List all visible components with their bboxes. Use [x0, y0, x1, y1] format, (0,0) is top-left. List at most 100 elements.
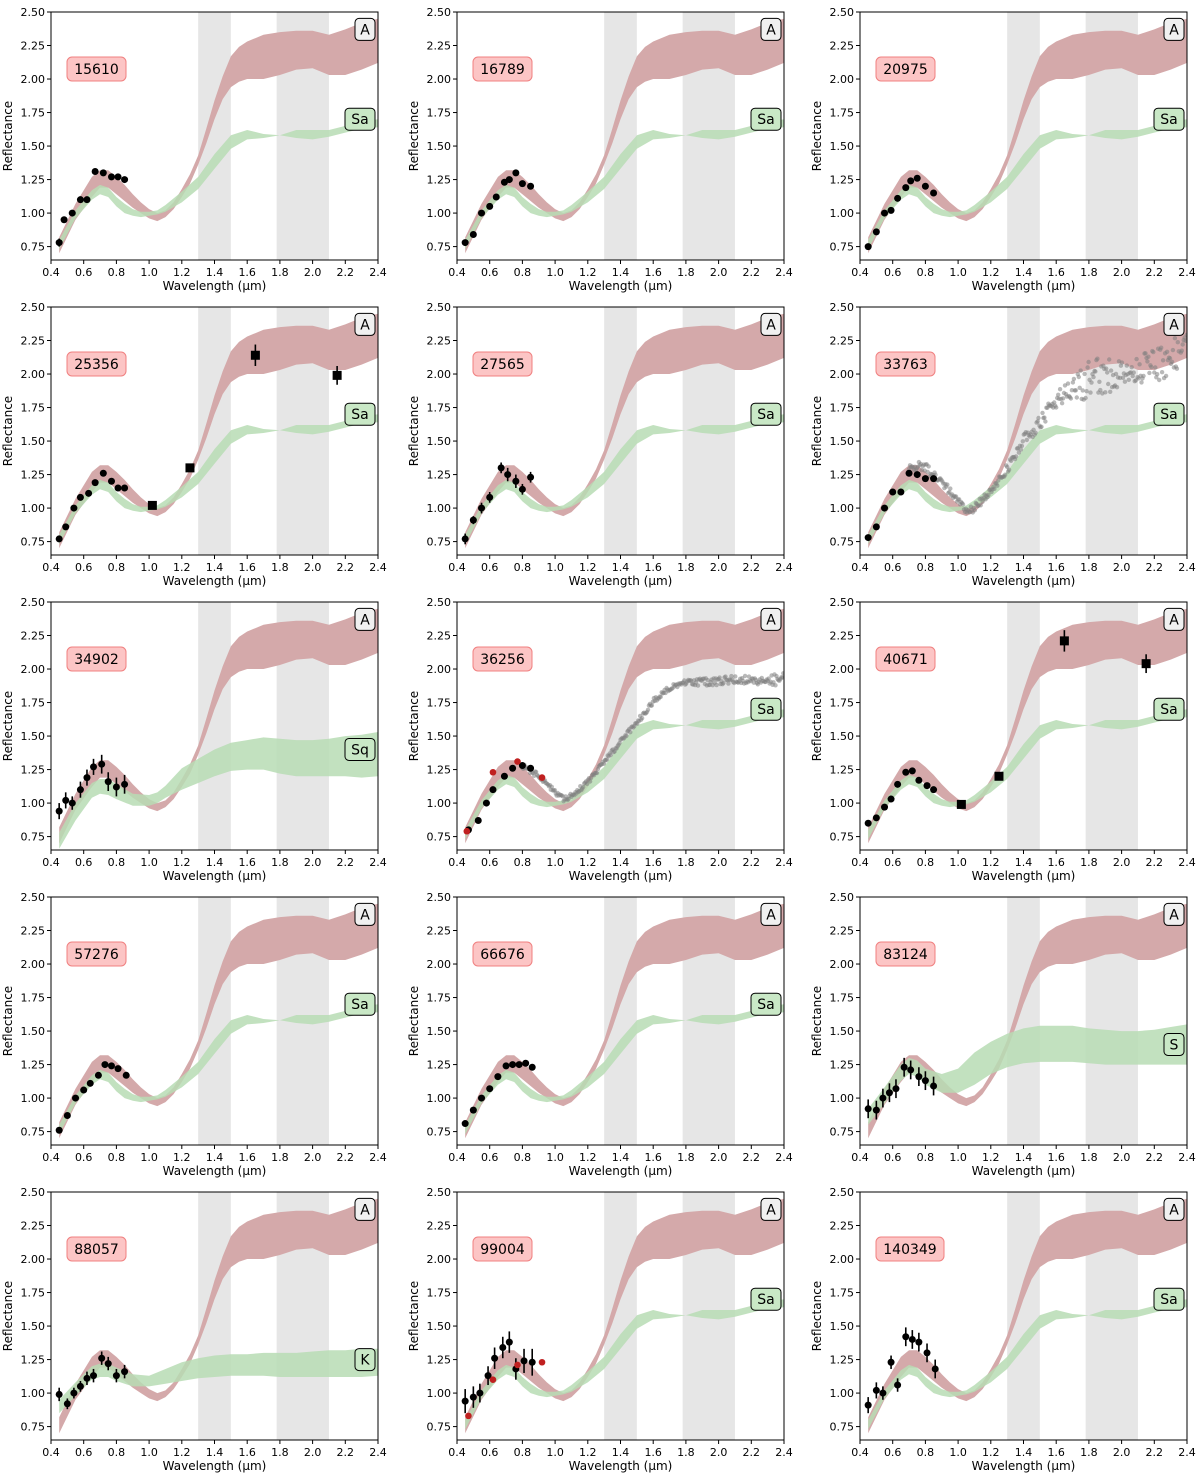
x-tick-label: 1.2	[173, 1446, 191, 1459]
x-tick-label: 2.4	[775, 561, 793, 574]
data-point	[83, 196, 91, 204]
x-axis-label: Wavelength (µm)	[972, 279, 1076, 293]
data-point	[107, 477, 115, 485]
data-point	[864, 243, 872, 251]
asteroid-label: 40671	[883, 652, 928, 668]
data-point	[83, 1374, 91, 1382]
spectrum-point	[1097, 379, 1102, 384]
y-axis-label: Reflectance	[407, 691, 421, 761]
spectrum-point	[1024, 437, 1030, 443]
data-point	[482, 799, 490, 807]
data-point	[121, 780, 129, 788]
panel-66676: 0.4 0.6 0.8 1.0 1.2 1.4 1.6 1.8 2.0 2.2 2.4 0.75 1.0…	[407, 891, 793, 1178]
data-point	[486, 202, 494, 210]
y-tick-label: 2.50	[427, 301, 452, 314]
class-label-a-box	[760, 312, 782, 336]
x-tick-label: 0.8	[108, 1446, 126, 1459]
y-tick-label: 2.25	[21, 630, 46, 643]
y-tick-label: 1.50	[427, 730, 452, 743]
class-label-green-box	[1153, 107, 1185, 131]
spectrum-point	[1003, 472, 1008, 477]
x-tick-label: 1.0	[140, 1446, 158, 1459]
data-point	[476, 1389, 484, 1397]
spectrum-point	[926, 464, 931, 469]
x-tick-label: 2.4	[775, 1446, 793, 1459]
x-tick-label: 0.8	[514, 266, 532, 279]
data-point	[484, 1372, 492, 1380]
class-label-green-box	[344, 402, 376, 426]
spectrum-point	[1120, 375, 1126, 380]
data-point	[872, 523, 880, 531]
data-point	[892, 1085, 900, 1093]
data-point	[864, 534, 872, 542]
class-label-green: Sa	[351, 112, 368, 128]
a-class-band	[465, 18, 784, 254]
y-tick-label: 1.25	[427, 174, 452, 187]
x-tick-label: 2.4	[775, 856, 793, 869]
data-point	[91, 479, 99, 487]
asteroid-label: 99004	[480, 1242, 525, 1258]
spectrum-point	[960, 502, 966, 507]
asteroid-label-box	[66, 646, 127, 672]
spectrum-point	[1104, 366, 1109, 371]
class-label-green: Sa	[757, 407, 774, 423]
x-tick-label: 2.0	[710, 1151, 728, 1164]
class-label-a: A	[1169, 612, 1179, 628]
data-point	[930, 1082, 938, 1090]
data-point	[518, 762, 526, 770]
x-tick-label: 0.4	[448, 561, 466, 574]
x-tick-label: 1.2	[982, 1446, 1000, 1459]
x-axis-label: Wavelength (µm)	[569, 1459, 673, 1473]
red-data-point	[463, 827, 471, 835]
data-point	[90, 763, 98, 771]
x-tick-label: 1.4	[206, 856, 224, 869]
spectrum-point	[1114, 385, 1120, 390]
x-tick-label: 0.4	[42, 1151, 60, 1164]
x-tick-label: 1.6	[238, 266, 256, 279]
y-tick-label: 2.25	[427, 40, 452, 53]
spectrum-point	[1126, 377, 1132, 382]
data-point	[94, 1071, 102, 1079]
a-class-band	[868, 1198, 1187, 1434]
x-tick-label: 0.6	[75, 561, 93, 574]
x-tick-label: 0.8	[514, 1151, 532, 1164]
data-point	[512, 477, 520, 485]
y-tick-label: 1.75	[427, 107, 452, 120]
gray-band-0	[604, 897, 637, 1145]
spectrum-point	[1122, 379, 1128, 384]
x-tick-label: 0.4	[851, 266, 869, 279]
class-label-a: A	[766, 1202, 776, 1218]
y-tick-label: 1.75	[830, 992, 855, 1005]
data-point	[913, 174, 921, 182]
x-tick-label: 1.4	[612, 561, 630, 574]
green-class-band	[465, 414, 784, 545]
plot-area	[55, 1192, 378, 1440]
spectrum-point	[714, 682, 719, 688]
class-label-green-box	[344, 737, 376, 761]
data-point	[121, 484, 129, 492]
spectrum-point	[1108, 389, 1113, 394]
asteroid-label-box	[875, 941, 936, 967]
y-tick-label: 1.25	[427, 469, 452, 482]
spectrum-point	[1091, 374, 1096, 380]
spectrum-point	[608, 752, 613, 758]
spectrum-point	[1174, 366, 1180, 371]
data-point	[864, 1401, 872, 1409]
x-tick-label: 1.4	[612, 266, 630, 279]
spectrum-point	[1071, 376, 1077, 382]
y-tick-label: 2.50	[830, 6, 855, 19]
x-tick-label: 1.4	[206, 561, 224, 574]
data-point	[104, 778, 112, 786]
y-tick-label: 0.75	[427, 241, 452, 254]
panel-16789: 0.4 0.6 0.8 1.0 1.2 1.4 1.6 1.8 2.0 2.2 2.4 0.75 1.0…	[407, 6, 793, 293]
data-point	[68, 799, 76, 807]
data-point	[70, 1389, 78, 1397]
class-label-green-box	[750, 697, 782, 721]
data-point	[76, 493, 84, 501]
x-tick-label: 2.0	[710, 561, 728, 574]
x-tick-label: 1.8	[677, 1446, 695, 1459]
spectrum-point	[628, 730, 633, 735]
green-class-band	[868, 1024, 1187, 1125]
y-tick-label: 1.00	[830, 207, 855, 220]
spectrum-point	[948, 486, 953, 491]
